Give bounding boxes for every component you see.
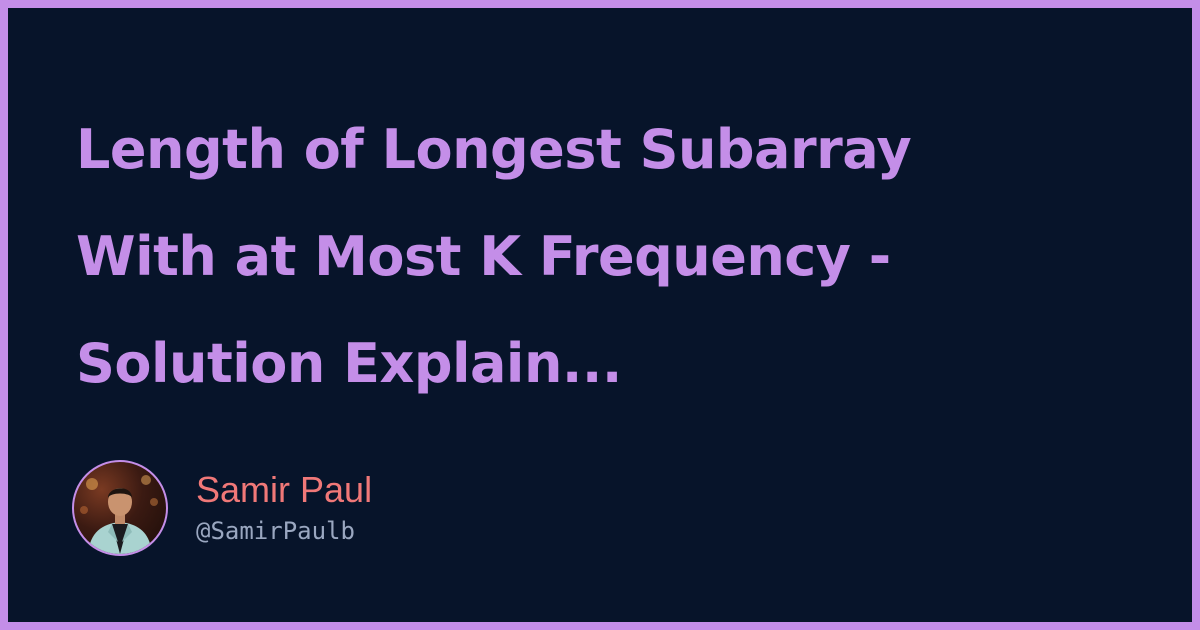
author-avatar	[72, 460, 168, 556]
avatar-photo-illustration	[80, 475, 158, 554]
author-meta: Samir Paul @SamirPaulb	[196, 468, 372, 548]
author-name: Samir Paul	[196, 469, 373, 510]
og-card: Length of Longest Subarray With at Most …	[8, 8, 1192, 622]
post-title: Length of Longest Subarray With at Most …	[76, 118, 912, 395]
author-handle: @SamirPaulb	[196, 517, 355, 545]
author-block: Samir Paul @SamirPaulb	[72, 458, 372, 558]
